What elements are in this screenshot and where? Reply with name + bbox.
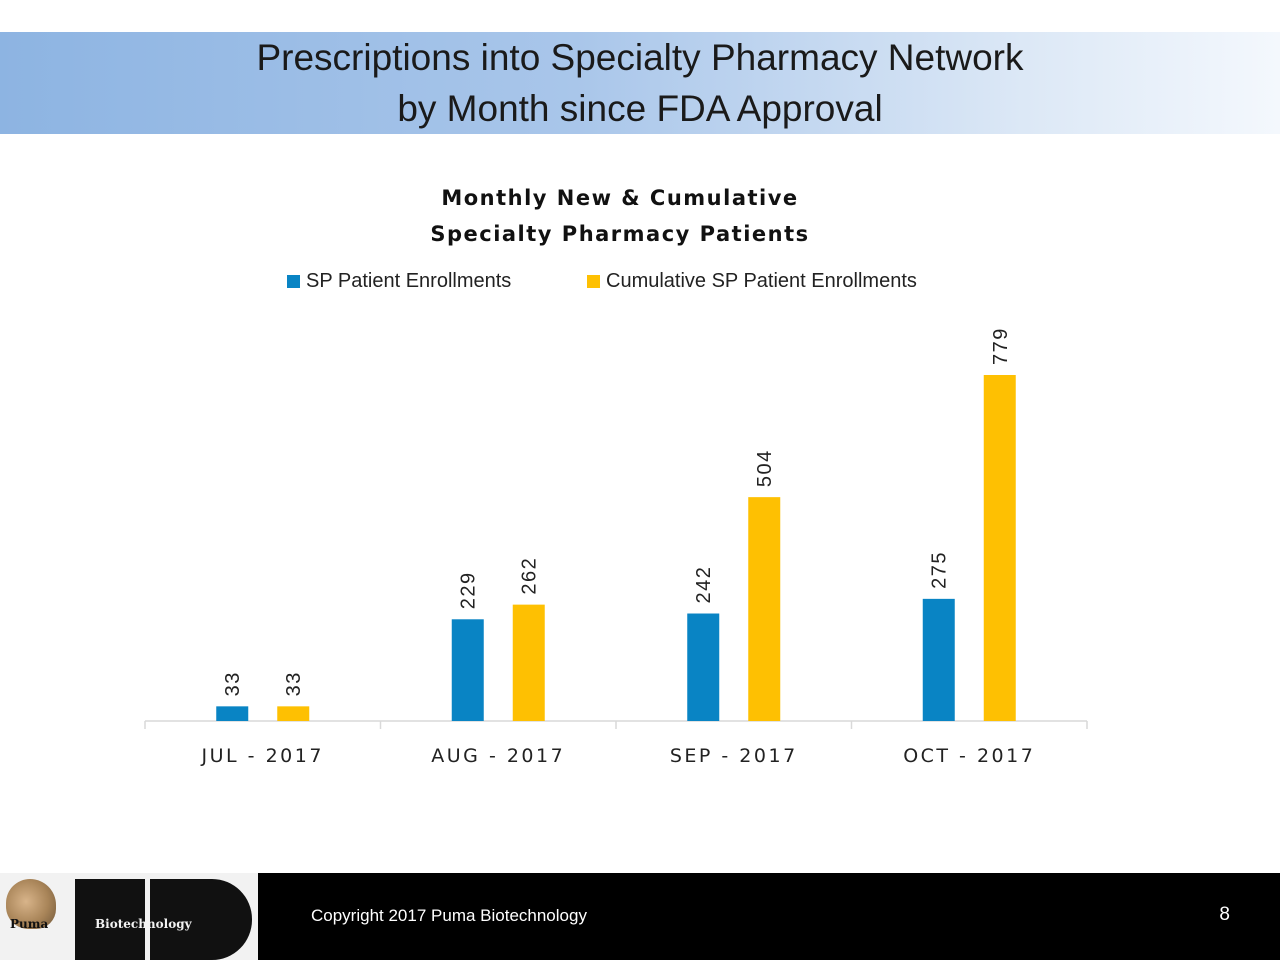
bar-chart: 33 33 JUL - 2017 229 262 AUG - 2017 242 504 SEP … xyxy=(144,327,1088,767)
slide-title: Prescriptions into Specialty Pharmacy Ne… xyxy=(0,32,1280,134)
data-label-sp-patient-enrollments-oct-2017: 275 xyxy=(929,551,951,589)
data-label-cumulative-sp-patient-enrollments-aug-2017: 262 xyxy=(519,557,541,595)
bar-sp-patient-enrollments-jul-2017 xyxy=(216,706,249,721)
legend-item-sp-enrollments: SP Patient Enrollments xyxy=(287,268,511,294)
bar-sp-patient-enrollments-oct-2017 xyxy=(922,598,955,721)
data-label-cumulative-sp-patient-enrollments-jul-2017: 33 xyxy=(283,671,305,696)
copyright-text: Copyright 2017 Puma Biotechnology xyxy=(311,906,587,925)
legend-item-cumulative-enrollments: Cumulative SP Patient Enrollments xyxy=(587,268,917,294)
slide-title-line-1: Prescriptions into Specialty Pharmacy Ne… xyxy=(256,37,1024,78)
data-label-sp-patient-enrollments-aug-2017: 229 xyxy=(458,571,480,609)
logo-word-left: Puma xyxy=(10,917,49,931)
chart-legend: SP Patient Enrollments Cumulative SP Pat… xyxy=(0,268,1280,294)
chart-title-line-1: Monthly New & Cumulative xyxy=(441,186,799,210)
legend-swatch-sp-enrollments xyxy=(287,274,300,288)
puma-head-icon xyxy=(6,879,56,929)
title-band xyxy=(0,32,1280,134)
chart-title-line-2: Specialty Pharmacy Patients xyxy=(430,222,810,246)
bar-cumulative-sp-patient-enrollments-aug-2017 xyxy=(512,604,545,721)
chart-title: Monthly New & Cumulative Specialty Pharm… xyxy=(280,180,960,252)
bar-cumulative-sp-patient-enrollments-jul-2017 xyxy=(277,706,310,721)
slide-title-line-2: by Month since FDA Approval xyxy=(397,88,883,129)
puma-biotechnology-logo: Puma Biotechnology xyxy=(0,873,258,960)
legend-label-sp-enrollments: SP Patient Enrollments xyxy=(306,269,512,292)
page-number: 8 xyxy=(1219,904,1230,925)
x-tick-label-oct-2017: OCT - 2017 xyxy=(903,745,1035,767)
bar-sp-patient-enrollments-sep-2017 xyxy=(687,613,720,721)
legend-swatch-cumulative-enrollments xyxy=(587,274,600,288)
data-label-cumulative-sp-patient-enrollments-oct-2017: 779 xyxy=(990,327,1012,365)
data-label-cumulative-sp-patient-enrollments-sep-2017: 504 xyxy=(754,449,776,487)
x-tick-label-sep-2017: SEP - 2017 xyxy=(670,745,798,767)
bar-cumulative-sp-patient-enrollments-oct-2017 xyxy=(983,375,1016,721)
legend-label-cumulative-enrollments: Cumulative SP Patient Enrollments xyxy=(606,269,917,292)
data-label-sp-patient-enrollments-jul-2017: 33 xyxy=(222,671,244,696)
x-tick-label-jul-2017: JUL - 2017 xyxy=(201,745,324,767)
data-label-sp-patient-enrollments-sep-2017: 242 xyxy=(693,566,715,604)
logo-word-right: Biotechnology xyxy=(95,917,192,931)
bar-sp-patient-enrollments-aug-2017 xyxy=(451,619,484,721)
bar-cumulative-sp-patient-enrollments-sep-2017 xyxy=(748,497,781,721)
x-tick-label-aug-2017: AUG - 2017 xyxy=(431,745,565,767)
